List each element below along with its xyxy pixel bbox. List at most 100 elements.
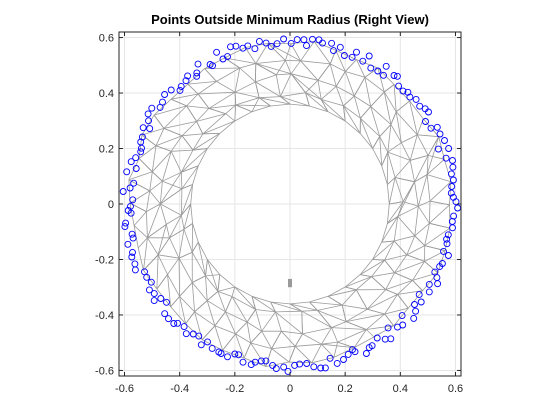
mesh-triangle-edge	[239, 67, 256, 83]
mesh-triangle-edge	[401, 134, 418, 144]
data-point	[440, 247, 447, 255]
mesh-triangle-edge	[288, 346, 296, 363]
mesh-triangle-edge	[383, 91, 392, 125]
data-point	[384, 324, 392, 332]
mesh-triangle-edge	[417, 174, 428, 207]
mesh-triangle-edge	[356, 59, 366, 78]
mesh-triangle-edge	[183, 223, 193, 230]
data-point	[165, 315, 172, 323]
mesh-triangle-edge	[364, 77, 372, 107]
mesh-triangle-edge	[196, 121, 204, 135]
data-point	[132, 154, 140, 162]
data-point	[410, 314, 418, 322]
data-point	[174, 319, 182, 327]
data-point	[333, 359, 341, 367]
mesh-triangle-edge	[320, 99, 329, 112]
mesh-triangle-edge	[300, 60, 319, 81]
mesh-triangle-edge	[370, 106, 381, 137]
x-tick-label: 0.2	[338, 383, 353, 395]
data-point	[443, 235, 451, 243]
mesh-triangle-edge	[313, 41, 331, 65]
mesh-triangle-edge	[353, 77, 366, 97]
data-point	[251, 358, 259, 366]
data-point	[184, 72, 192, 80]
mesh-triangle-edge	[187, 81, 217, 85]
mesh-triangle-edge	[409, 100, 418, 135]
mesh-triangle-edge	[385, 289, 398, 295]
data-point	[213, 48, 221, 56]
mesh-triangle-edge	[255, 63, 277, 76]
mesh-triangle-edge	[387, 216, 399, 224]
data-point	[348, 53, 356, 61]
mesh-triangle-edge	[163, 121, 197, 129]
mesh-triangle-edge	[414, 174, 428, 183]
data-point	[398, 312, 406, 320]
mesh-triangle-edge	[255, 81, 260, 98]
data-point	[227, 43, 234, 51]
y-tick-label: 0.4	[99, 88, 114, 100]
data-point	[144, 110, 152, 118]
mesh-triangle-edge	[335, 71, 346, 87]
marker-layer	[119, 35, 462, 375]
mesh-triangle-edge	[185, 311, 195, 325]
mesh-triangle-edge	[331, 327, 338, 343]
data-point	[421, 105, 429, 113]
data-point	[336, 43, 344, 51]
mesh-triangle-edge	[317, 310, 347, 322]
mesh-triangle-edge	[346, 313, 385, 322]
data-point	[438, 260, 446, 267]
mesh-triangle-edge	[384, 307, 409, 315]
mesh-triangle-edge	[192, 148, 208, 151]
data-point	[315, 36, 323, 44]
mesh-triangle-edge	[301, 310, 332, 328]
mesh-triangle-edge	[410, 155, 429, 161]
data-point	[436, 130, 444, 138]
mesh-triangle-edge	[403, 201, 419, 207]
mesh-triangle-edge	[235, 321, 248, 335]
mesh-triangle-edge	[389, 201, 404, 205]
mesh-triangle-edge	[384, 259, 395, 273]
mesh-triangle-edge	[321, 343, 335, 358]
mesh-triangle-edge	[153, 114, 165, 129]
data-point	[272, 365, 280, 373]
mesh-triangle-edge	[205, 275, 208, 301]
mesh-triangle-edge	[393, 240, 408, 256]
data-point	[399, 321, 407, 329]
mesh-triangle-edge	[179, 282, 193, 297]
data-point	[317, 364, 325, 372]
mesh-triangle-edge	[387, 177, 396, 185]
mesh-triangle-edge	[198, 91, 236, 95]
mesh-triangle-edge	[429, 222, 451, 229]
data-point	[121, 223, 129, 231]
x-tick-label: 0.4	[393, 383, 408, 395]
data-point	[340, 356, 347, 363]
mesh-triangle-edge	[182, 133, 203, 137]
data-point	[449, 157, 456, 164]
mesh-triangle-edge	[167, 274, 172, 307]
data-point	[300, 36, 308, 44]
mesh-triangle-edge	[320, 99, 346, 122]
mesh-triangle-edge	[321, 327, 332, 345]
mesh-triangle-edge	[214, 325, 223, 351]
data-point	[359, 57, 367, 65]
data-point	[310, 363, 318, 371]
data-point	[390, 72, 398, 79]
data-point	[351, 348, 359, 356]
mesh-triangle-edge	[178, 251, 193, 259]
mesh-triangle-edge	[166, 214, 182, 225]
mesh-triangle-edge	[385, 280, 413, 290]
mesh-triangle-edge	[335, 86, 344, 106]
mesh-triangle-edge	[360, 106, 372, 119]
mesh-triangle-edge	[402, 181, 415, 202]
mesh-triangle-edge	[335, 50, 346, 72]
mesh-triangle-edge	[201, 325, 216, 340]
data-point	[251, 45, 259, 53]
mesh-triangle-edge	[388, 177, 396, 205]
mesh-triangle-edge	[390, 111, 397, 125]
data-point	[417, 298, 425, 306]
mesh-triangle-edge	[381, 216, 399, 243]
mesh-triangle-edge	[406, 245, 425, 256]
mesh-triangle-edge	[160, 203, 182, 216]
mesh-triangle-edge	[194, 300, 208, 313]
mesh-triangle-edge	[397, 216, 416, 237]
